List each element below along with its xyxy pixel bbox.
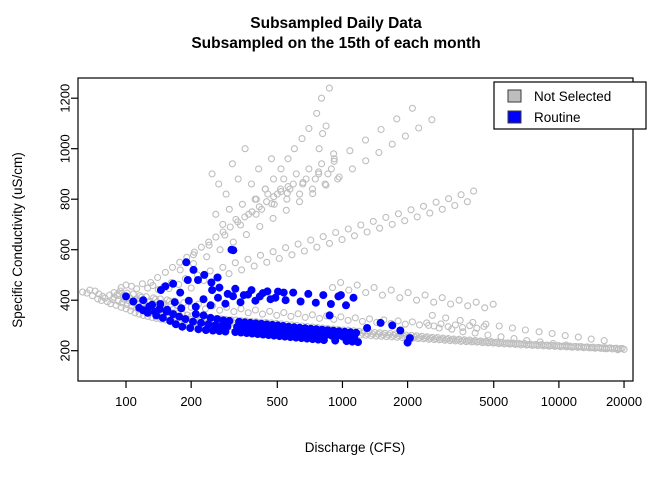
legend-swatch-routine (507, 110, 522, 124)
y-tick-label: 1200 (58, 84, 73, 113)
x-tick-label: 5000 (479, 394, 508, 409)
legend-label-not-selected: Not Selected (534, 89, 611, 104)
y-axis: 200 400 600 800 1000 1200 (58, 84, 78, 362)
series-routine (122, 245, 414, 347)
y-tick-label: 800 (58, 188, 73, 210)
title-line-1: Subsampled Daily Data (250, 15, 422, 32)
plot-frame (77, 77, 634, 382)
x-tick-label: 20000 (606, 394, 642, 409)
x-tick-label: 200 (180, 394, 202, 409)
x-tick-label: 500 (266, 394, 288, 409)
legend-swatch-not-selected (507, 89, 522, 103)
chart-legend: Not Selected Routine (493, 81, 647, 130)
y-tick-label: 1000 (58, 134, 73, 163)
legend-label-routine: Routine (534, 110, 581, 125)
plot-data-points (79, 84, 628, 354)
x-tick-label: 1000 (328, 394, 357, 409)
chart-title: Subsampled Daily Data Subsampled on the … (0, 14, 672, 54)
x-tick-label: 10000 (541, 394, 577, 409)
x-axis: 100 200 500 1000 2000 5000 10000 20000 (115, 381, 642, 409)
x-tick-label: 100 (115, 394, 137, 409)
y-tick-label: 200 (58, 340, 73, 362)
x-axis-title: Discharge (CFS) (305, 440, 406, 455)
y-tick-label: 400 (58, 289, 73, 311)
y-axis-title: Specific Conductivity (uS/cm) (10, 152, 25, 328)
x-tick-label: 2000 (393, 394, 422, 409)
y-tick-label: 600 (58, 239, 73, 261)
title-line-2: Subsampled on the 15th of each month (191, 35, 481, 52)
